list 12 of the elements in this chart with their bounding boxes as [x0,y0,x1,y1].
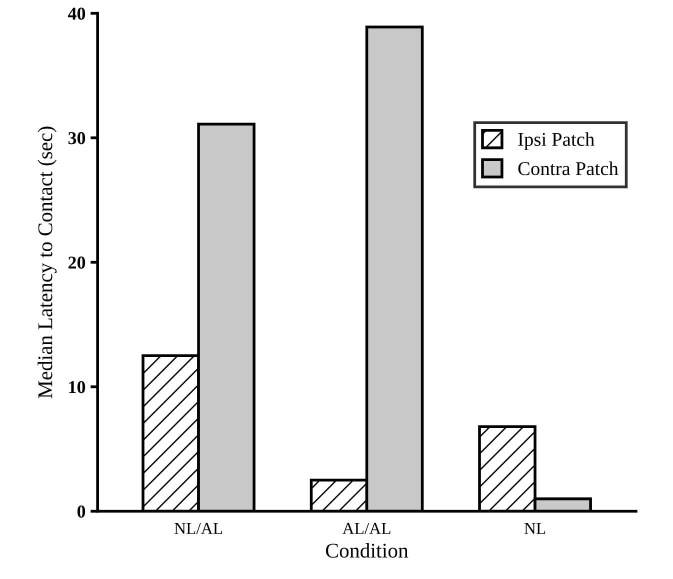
y-axis-title: Median Latency to Contact (sec) [38,126,57,398]
y-tick-label: 20 [68,256,86,269]
x-tick-label: AL/AL [342,522,390,534]
y-tick-label: 40 [68,8,86,20]
y-tick-label: 0 [77,506,86,518]
y-tick-label: 30 [68,132,86,144]
legend-label: Ipsi Patch [518,132,594,150]
legend-label: Contra Patch [518,162,618,176]
x-tick-label: NL [524,523,546,534]
x-axis-title: Condition [326,543,408,558]
x-tick-label: NL/AL [174,522,222,534]
y-tick-label: 10 [69,381,86,394]
